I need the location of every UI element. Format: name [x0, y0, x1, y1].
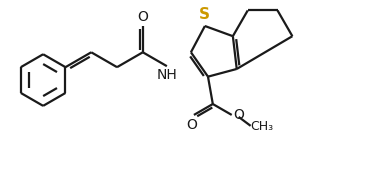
- Text: O: O: [137, 9, 148, 23]
- Text: O: O: [186, 118, 197, 132]
- Text: O: O: [234, 108, 245, 122]
- Text: CH₃: CH₃: [251, 120, 274, 133]
- Text: NH: NH: [157, 68, 177, 82]
- Text: S: S: [198, 7, 209, 22]
